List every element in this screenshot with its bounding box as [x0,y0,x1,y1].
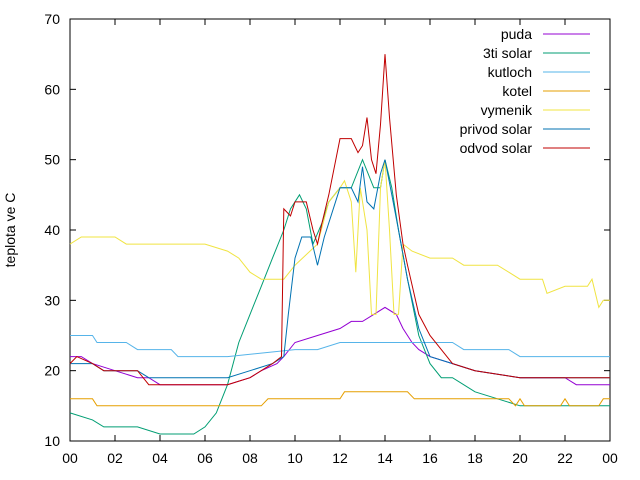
x-tick-label: 00 [62,450,78,466]
x-tick-label: 04 [152,450,168,466]
series-line-privod-solar [70,159,610,379]
legend-label: kutloch [488,64,532,80]
legend-label: 3ti solar [483,45,532,61]
legend-label: puda [501,26,532,42]
series-layer [69,54,610,435]
x-tick-label: 08 [242,450,258,466]
legend-label: odvod solar [460,140,533,156]
legend-label: vymenik [481,102,533,118]
y-tick-label: 70 [44,11,60,27]
y-tick-label: 30 [44,292,60,308]
legend-label: privod solar [460,121,533,137]
y-tick-label: 50 [44,152,60,168]
x-tick-label: 02 [107,450,123,466]
series-line-kutloch [70,335,610,358]
x-tick-label: 22 [557,450,573,466]
series-line-kotel [70,391,610,407]
x-tick-label: 12 [332,450,348,466]
legend-label: kotel [502,83,532,99]
y-tick-label: 60 [44,81,60,97]
x-tick-label: 20 [512,450,528,466]
x-tick-label: 00 [602,450,618,466]
y-tick-label: 40 [44,222,60,238]
x-tick-label: 16 [422,450,438,466]
series-line-vymenik [69,159,610,315]
series-line-puda [70,306,610,386]
legend: puda 3ti solar kutloch kotel vymenik privod s… [460,26,590,156]
series-line-odvod-solar [69,54,610,386]
x-tick-label: 06 [197,450,213,466]
x-tick-label: 18 [467,450,483,466]
series-line-3ti-solar [69,158,610,435]
y-tick-label: 10 [44,433,60,449]
y-axis-label: teplota ve C [2,193,18,268]
y-tick-label: 20 [44,363,60,379]
x-tick-label: 14 [377,450,393,466]
x-tick-label: 10 [287,450,303,466]
